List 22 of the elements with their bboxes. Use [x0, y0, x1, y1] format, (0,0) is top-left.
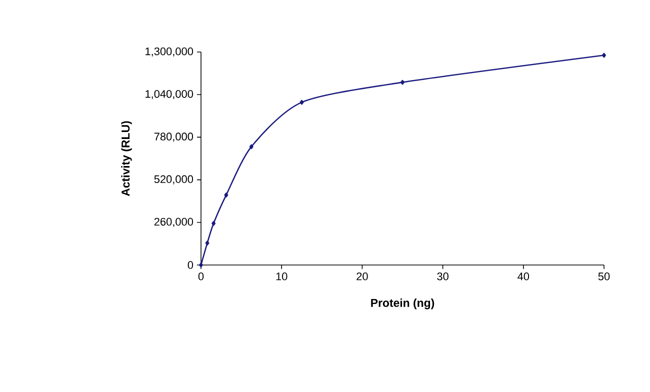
- point: [249, 144, 254, 150]
- y-tick-label: 1,300,000: [146, 47, 194, 57]
- point: [224, 192, 228, 198]
- y-tick-label: 0: [188, 261, 194, 269]
- point: [199, 262, 203, 268]
- x-tick-label: 10: [276, 272, 288, 280]
- x-tick-label: 20: [356, 272, 368, 280]
- x-tick-label: 40: [518, 272, 530, 280]
- point: [300, 100, 304, 105]
- x-tick-label: 30: [437, 272, 448, 280]
- point: [205, 240, 210, 246]
- y-tick-label: 520,000: [154, 175, 194, 184]
- y-axis-title: Activity (RLU): [121, 121, 132, 196]
- x-tick-label: 0: [198, 272, 204, 280]
- x-axis-title: Protein (ng): [371, 298, 434, 310]
- x-tick-label: 50: [598, 272, 610, 280]
- y-tick-label: 1,040,000: [146, 90, 194, 100]
- point: [212, 220, 216, 226]
- point: [602, 52, 606, 58]
- y-tick-label: 260,000: [154, 218, 194, 227]
- y-tick-label: 780,000: [154, 132, 194, 142]
- point: [400, 80, 404, 85]
